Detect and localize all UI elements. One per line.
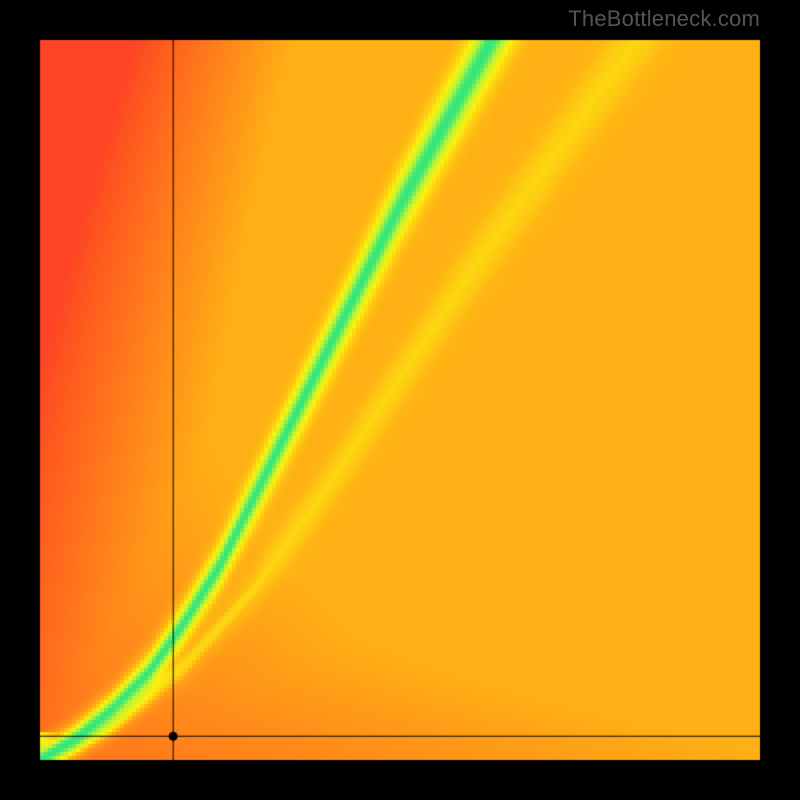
watermark-text: TheBottleneck.com: [568, 6, 760, 32]
chart-container: { "watermark": { "text": "TheBottleneck.…: [0, 0, 800, 800]
heatmap-canvas: [0, 0, 800, 800]
